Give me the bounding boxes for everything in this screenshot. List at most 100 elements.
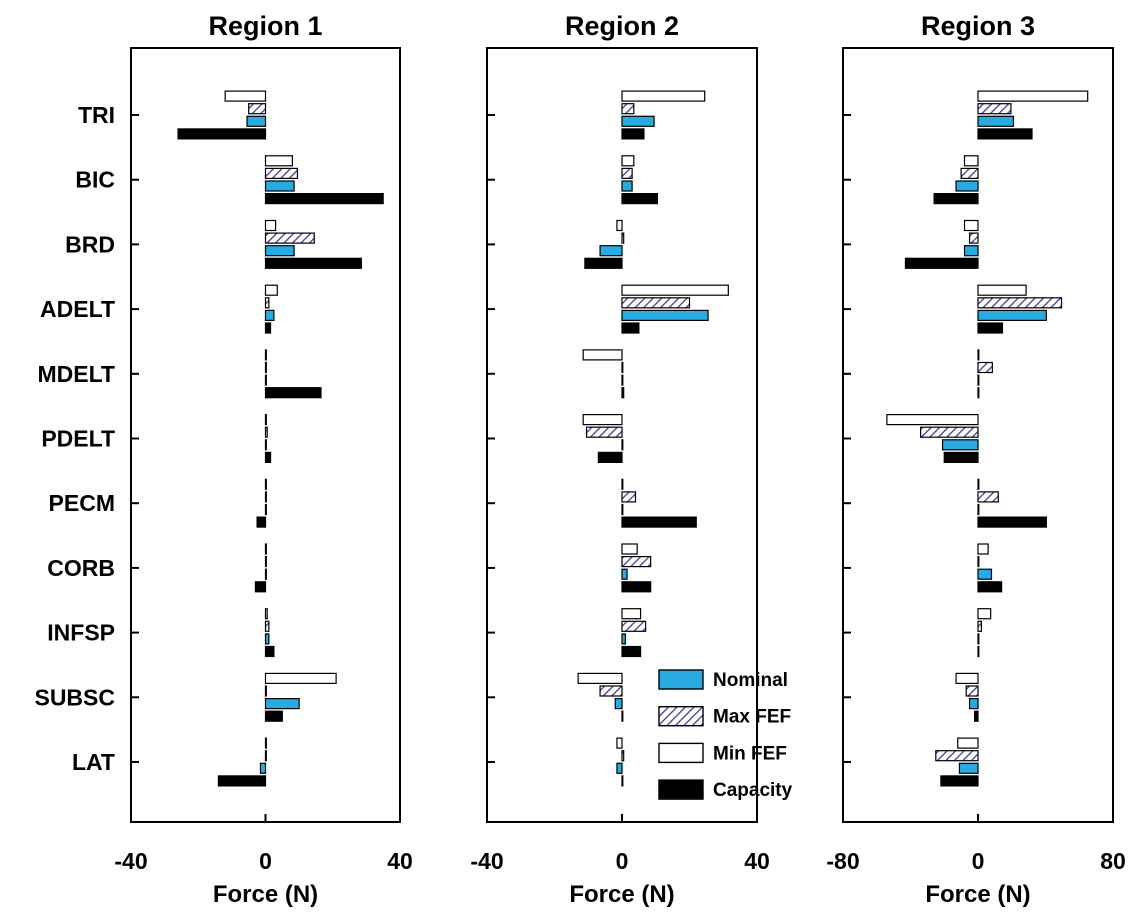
region-1-bar-min-fef-pecm [264,478,267,490]
region-2-bar-min-fef-pecm [621,478,624,490]
region-2-xtick-label-1: 0 [616,848,629,874]
region-2-bar-max-fef-tri [621,103,635,115]
region-2-bar-min-fef-tri [621,90,706,102]
region-3-bar-capacity-brd [904,257,979,269]
region-3-bar-nominal-infsp [977,633,980,645]
region-3-bar-max-fef-bic [960,167,979,179]
region-2-bar-max-fef-adelt [621,297,691,309]
region-2-bar-capacity-pdelt [597,451,623,463]
region-1-bar-max-fef-lat [264,750,267,762]
category-label-pdelt: PDELT [41,426,115,452]
category-label-brd: BRD [65,231,115,257]
region-3-bar-capacity-mdelt [977,387,980,399]
region-3-xtick-label-1: 0 [972,848,985,874]
region-1-bar-capacity-lat [217,775,267,787]
region-1-bar-capacity-adelt [264,322,272,334]
region-1-bar-max-fef-pecm [264,491,267,503]
region-1-bar-min-fef-adelt [264,284,278,296]
region-3-bar-min-fef-mdelt [977,349,980,361]
region-3-bar-max-fef-brd [968,232,979,244]
region-2-bar-min-fef-lat [616,737,623,749]
category-label-pecm: PECM [49,490,115,516]
region-1-xtick-label-2: 40 [387,848,413,874]
region-1-bar-min-fef-pdelt [264,414,267,426]
region-2-bar-min-fef-subsc [577,672,623,685]
region-1-bar-capacity-mdelt [264,387,322,399]
region-3-bar-nominal-brd [963,245,979,257]
region-2-bar-capacity-corb [621,581,652,593]
legend-label-min-fef: Min FEF [713,743,787,764]
region-1-bar-min-fef-mdelt [264,349,267,361]
region-1-bar-capacity-tri [177,128,267,140]
region-1-bar-nominal-infsp [264,633,270,645]
region-2-bar-capacity-bic [621,193,659,205]
region-2-bar-capacity-pecm [621,516,697,528]
region-1-bar-max-fef-mdelt [264,361,267,374]
region-1-bar-min-fef-infsp [264,608,268,620]
region-3-bar-max-fef-tri [977,103,1012,115]
region-2-bar-nominal-pdelt [621,439,624,451]
region-2-bar-capacity-subsc [621,710,624,722]
region-1-bar-max-fef-brd [264,232,315,244]
region-2-xlabel: Force (N) [569,881,674,908]
region-2-bar-max-fef-brd [621,232,625,244]
region-2-bar-nominal-brd [599,245,623,257]
region-1-bar-nominal-pdelt [264,439,267,451]
region-3-bar-min-fef-adelt [977,284,1027,296]
region-1-bar-capacity-pecm [256,516,267,528]
region-2-bar-capacity-brd [584,257,623,269]
region-2-bar-capacity-infsp [621,645,642,658]
category-label-adelt: ADELT [40,296,115,322]
region-1-bar-capacity-subsc [264,710,283,722]
region-1-bar-nominal-corb [264,568,267,580]
region-2-bar-min-fef-corb [621,543,638,555]
region-2-bar-min-fef-pdelt [582,414,623,426]
region-2-bar-capacity-mdelt [621,387,625,399]
category-label-bic: BIC [75,167,115,193]
region-2-bar-min-fef-mdelt [582,349,623,361]
region-1-bar-nominal-brd [264,245,295,257]
region-3-title: Region 3 [921,11,1035,41]
region-2-bar-min-fef-infsp [621,608,642,620]
region-1-xtick-label-0: -40 [114,848,147,874]
region-1-bar-min-fef-bic [264,155,293,167]
region-1-bar-min-fef-subsc [264,672,337,685]
region-2-bar-min-fef-brd [616,219,623,232]
legend-label-max-fef: Max FEF [713,707,791,728]
region-3-bar-nominal-pdelt [941,439,979,451]
region-1-bar-max-fef-subsc [264,685,267,697]
region-2-bar-nominal-corb [621,568,628,580]
region-3-bar-capacity-subsc [974,710,979,722]
region-3-bar-min-fef-subsc [955,672,979,685]
region-2-bar-min-fef-bic [621,155,635,167]
region-3-bar-capacity-bic [933,193,979,205]
region-1-xlabel: Force (N) [213,881,318,908]
region-3-xlabel: Force (N) [925,881,1030,908]
region-1-bar-nominal-mdelt [264,374,267,386]
region-1-bar-min-fef-brd [264,219,277,232]
region-1-bar-nominal-tri [246,115,267,127]
category-label-infsp: INFSP [47,620,115,646]
region-1-bar-min-fef-tri [224,90,267,102]
region-2-bar-capacity-tri [621,128,645,140]
category-label-mdelt: MDELT [37,361,115,387]
region-1-bar-nominal-bic [264,180,295,192]
region-1-bar-max-fef-corb [264,555,267,568]
region-2-bar-max-fef-lat [621,750,625,762]
region-3-bar-max-fef-pecm [977,491,999,503]
region-1-bar-capacity-infsp [264,645,275,658]
region-3-bar-min-fef-corb [977,543,989,555]
legend-swatch-nominal [658,669,704,690]
region-1-bar-max-fef-adelt [264,297,270,309]
region-2-bar-max-fef-pdelt [585,426,623,438]
region-2-xtick-label-0: -40 [470,848,503,874]
region-1-bar-min-fef-lat [264,737,267,749]
region-3-bar-capacity-pecm [977,516,1047,528]
region-1-bar-capacity-bic [264,193,384,205]
region-3-bar-nominal-lat [958,762,979,774]
region-3-bar-min-fef-brd [963,219,979,232]
region-1-bar-min-fef-corb [264,543,267,555]
region-2-bar-max-fef-bic [621,167,633,179]
region-3-bar-max-fef-corb [977,555,980,568]
